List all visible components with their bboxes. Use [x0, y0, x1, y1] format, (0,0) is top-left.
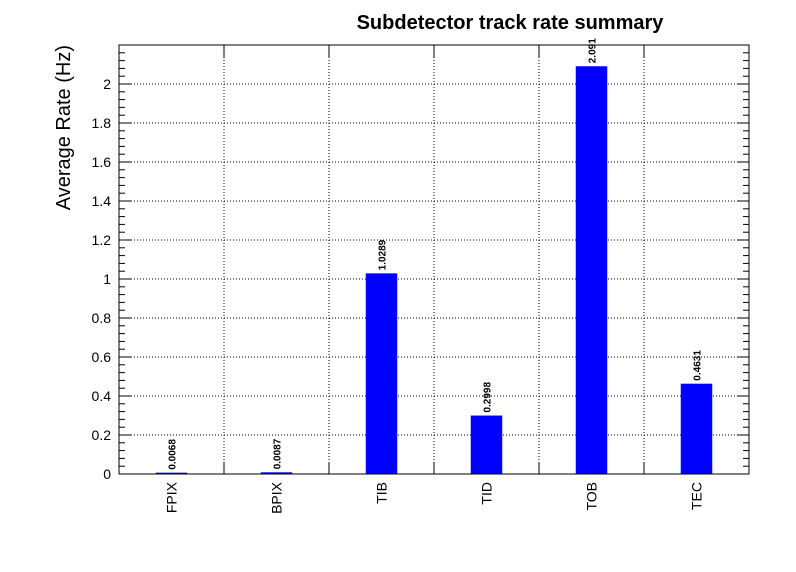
data-label-bpix: 0.0087: [273, 438, 284, 469]
bar-tec: [680, 383, 713, 474]
x-tick-label-tob: TOB: [584, 482, 600, 511]
y-tick-label: 1.8: [92, 115, 112, 131]
y-axis: 0 0.2 0.4 0.6 0.8 1 1.2 1.4 1.6 1.8 2: [92, 52, 749, 482]
data-label-fpix: 0.0068: [168, 439, 179, 470]
y-tick-label: 0.2: [92, 427, 112, 443]
bar-tid: [470, 415, 503, 474]
y-tick-label: 0.4: [92, 388, 112, 404]
y-tick-label: 0: [103, 466, 111, 482]
y-tick-label: 1: [103, 271, 111, 287]
x-tick-label-bpix: BPIX: [269, 481, 285, 514]
y-tick-label: 2: [103, 76, 111, 92]
y-axis-label: Average Rate (Hz): [53, 45, 75, 210]
x-tick-label-tec: TEC: [689, 482, 705, 510]
grid-lines: [119, 45, 749, 474]
x-tick-label-tid: TID: [479, 482, 495, 505]
data-label-tob: 2.091: [588, 38, 599, 63]
x-tick-label-tib: TIB: [374, 482, 390, 504]
y-tick-label: 1.6: [92, 154, 112, 170]
x-axis: FPIX BPIX TIB TID TOB TEC: [164, 45, 705, 514]
bars: [155, 66, 713, 474]
data-labels: 0.0068 0.0087 1.0289 0.2998 2.091 0.4631: [168, 38, 704, 470]
bar-bpix: [260, 472, 293, 474]
bar-fpix: [155, 472, 188, 474]
bar-tib: [365, 273, 398, 474]
y-tick-label: 1.4: [92, 193, 112, 209]
y-tick-label: 0.8: [92, 310, 112, 326]
x-tick-label-fpix: FPIX: [164, 481, 180, 513]
data-label-tec: 0.4631: [693, 350, 704, 381]
data-label-tib: 1.0289: [378, 239, 389, 270]
y-tick-label: 0.6: [92, 349, 112, 365]
chart-title: Subdetector track rate summary: [357, 12, 665, 34]
data-label-tid: 0.2998: [483, 382, 494, 413]
bar-tob: [575, 66, 608, 474]
y-tick-label: 1.2: [92, 232, 112, 248]
